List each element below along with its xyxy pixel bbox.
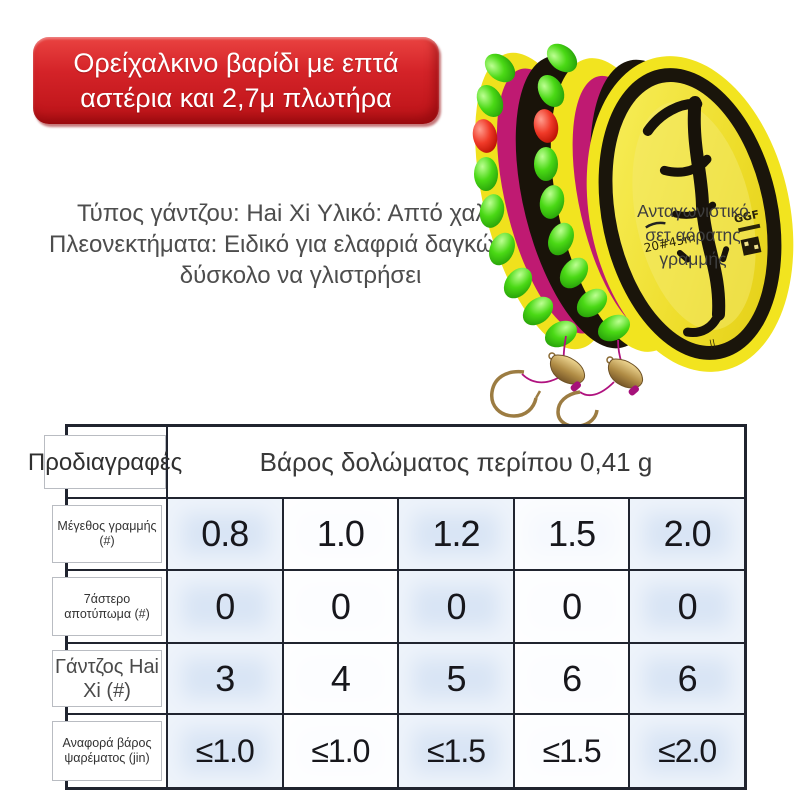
row-label-cell: Μέγεθος γραμμής (#): [52, 497, 166, 569]
fish-hook-2: [556, 390, 599, 429]
overlay-line3: γραμμής: [659, 249, 727, 269]
brass-sinker-1: [548, 352, 586, 392]
cell-line-size-1: 0.8: [166, 497, 282, 569]
overlay-line2: σετ αόρατης: [645, 225, 741, 245]
cell-seven-star-3: 0: [397, 569, 513, 642]
cell-weight-3: ≤1.5: [397, 713, 513, 787]
product-title-banner: Ορείχαλκινο βαρίδι με επτά αστέρια και 2…: [33, 37, 439, 124]
description-line2: Πλεονεκτήματα: Ειδικό για ελαφριά δαγκώμ…: [49, 231, 552, 258]
row-label-cell: Αναφορά βάρος ψαρέματος (jin): [52, 713, 166, 787]
description-line3: δύσκολο να γλιστρήσει: [179, 262, 422, 289]
row-label-seven-star: 7άστερο αποτύπωμα (#): [52, 577, 162, 636]
cell-weight-4: ≤1.5: [512, 713, 629, 787]
cell-seven-star-1: 0: [166, 569, 282, 642]
row-label-line-size: Μέγεθος γραμμής (#): [52, 505, 162, 563]
row-label-hook: Γάντζος Hai Xi (#): [52, 650, 162, 707]
cell-hook-1: 3: [166, 642, 282, 713]
bead-row-front: [533, 43, 631, 342]
cell-line-size-3: 1.2: [397, 497, 513, 569]
fish-hook-1: [490, 369, 542, 418]
cell-hook-4: 6: [512, 642, 629, 713]
spec-table: Προδιαγραφές Βάρος δολώματος περίπου 0,4…: [28, 424, 747, 790]
cell-hook-3: 5: [397, 642, 513, 713]
svg-text:||: ||: [709, 339, 717, 350]
bead-row-back: [472, 53, 578, 348]
table-header-value: Βάρος δολώματος περίπου 0,41 g: [166, 427, 744, 497]
product-illustration: 20#45m GGF ||: [472, 43, 794, 429]
product-description: Τύπος γάντζου: Hai Xi Υλικό: Απτό χαλκός…: [28, 198, 573, 291]
spool-brand-text: GGF: [733, 208, 761, 226]
cell-hook-2: 4: [281, 642, 398, 713]
row-label-cell: Γάντζος Hai Xi (#): [52, 642, 166, 713]
cell-weight-5: ≤2.0: [628, 713, 744, 787]
table-header-label-cell: Προδιαγραφές: [28, 427, 182, 497]
cell-weight-2: ≤1.0: [281, 713, 398, 787]
cell-seven-star-2: 0: [281, 569, 398, 642]
cell-seven-star-4: 0: [512, 569, 629, 642]
cell-hook-5: 6: [628, 642, 744, 713]
product-overlay-text: Ανταγωνιστικό σετ αόρατης γραμμής: [608, 199, 778, 271]
table-header-label: Προδιαγραφές: [28, 435, 182, 489]
row-label-weight: Αναφορά βάρος ψαρέματος (jin): [52, 721, 162, 781]
cell-weight-1: ≤1.0: [166, 713, 282, 787]
banner-line1: Ορείχαλκινο βαρίδι με επτά: [73, 47, 399, 78]
cell-line-size-5: 2.0: [628, 497, 744, 569]
description-line1: Τύπος γάντζου: Hai Xi Υλικό: Απτό χαλκός: [77, 200, 524, 227]
banner-line2: αστέρια και 2,7μ πλωτήρα: [80, 82, 392, 113]
cell-line-size-2: 1.0: [281, 497, 398, 569]
overlay-line1: Ανταγωνιστικό: [637, 201, 749, 221]
cell-seven-star-5: 0: [628, 569, 744, 642]
cell-line-size-4: 1.5: [512, 497, 629, 569]
spool-calligraphy: [642, 96, 730, 337]
row-label-cell: 7άστερο αποτύπωμα (#): [52, 569, 166, 642]
brass-sinker-2: [606, 356, 644, 396]
